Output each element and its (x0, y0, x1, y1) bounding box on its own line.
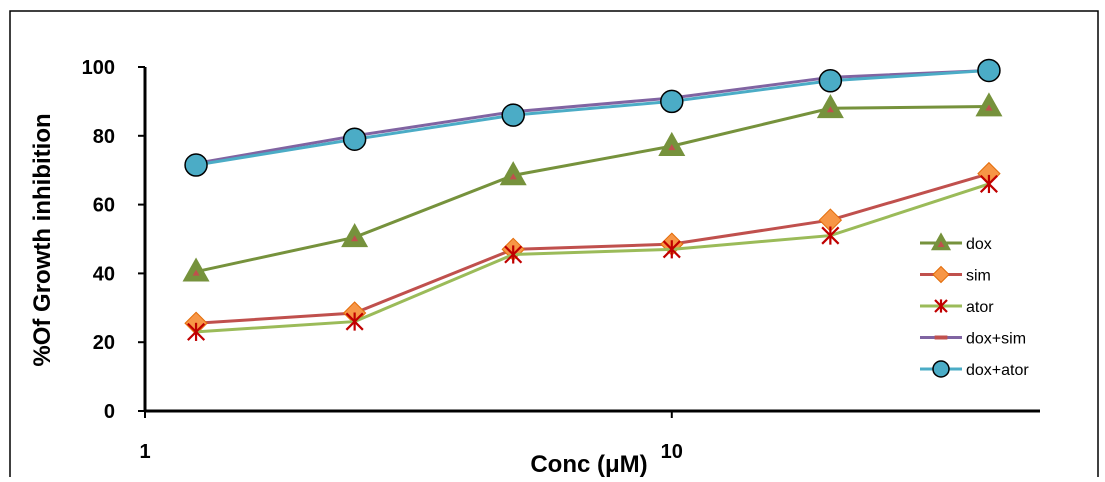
dox-marker-center (351, 235, 359, 242)
dox-ator-marker (184, 153, 208, 177)
y-tick-label: 20 (93, 332, 115, 354)
legend-item-ator: ator (920, 299, 994, 316)
y-tick-label: 100 (82, 57, 115, 79)
series-line-dox-ator (195, 68, 990, 167)
legend-item-dox-sim: dox+sim (920, 331, 1026, 348)
legend: dox sim ator dox+sim dox+ator (920, 232, 1029, 379)
dox-marker-center (668, 144, 676, 151)
y-tick-label: 80 (93, 126, 115, 148)
series-line-dox-sim (195, 68, 990, 165)
series-line-sim (195, 172, 990, 325)
dox-ator-marker (932, 360, 950, 378)
ator-marker (187, 322, 206, 341)
y-tick-label: 60 (93, 195, 115, 217)
legend-label: ator (966, 299, 994, 316)
series-line-dox (195, 105, 989, 274)
ator-marker (979, 174, 998, 194)
dox-marker-center (826, 106, 834, 113)
dox-sim-marker (934, 335, 948, 340)
series-dox-sim (195, 68, 990, 165)
y-tick-label: 0 (104, 401, 115, 423)
legend-item-sim: sim (920, 265, 991, 285)
dox-marker-center (192, 269, 200, 276)
dox-ator-marker (501, 103, 525, 127)
legend-label: dox (966, 236, 992, 253)
series-dox-ator (184, 58, 1001, 177)
dox-marker-center (937, 241, 945, 247)
ator-marker (345, 312, 364, 331)
series-line-ator (195, 182, 990, 334)
dox-ator-marker (818, 69, 843, 93)
plot-area (182, 58, 1003, 341)
legend-label: dox+ator (966, 362, 1029, 379)
x-tick-label: 10 (661, 441, 683, 463)
y-tick-label: 40 (93, 263, 115, 285)
series-ator (187, 174, 998, 341)
ator-marker (504, 245, 523, 264)
legend-item-dox: dox (920, 232, 992, 253)
x-axis-title: Conc (μM) (530, 451, 647, 477)
series-dox (182, 92, 1003, 282)
dox-ator-marker (342, 127, 367, 151)
ator-marker (662, 240, 681, 259)
legend-label: dox+sim (966, 331, 1026, 348)
legend-label: sim (966, 268, 991, 285)
legend-item-dox-ator: dox+ator (920, 360, 1029, 379)
chart-frame (9, 10, 1099, 482)
dox-marker-center (985, 104, 993, 111)
dox-ator-marker (977, 58, 1001, 83)
ator-marker (821, 226, 840, 245)
x-tick-label: 1 (139, 441, 150, 463)
axes: 0 20 40 60 80 100 1 10 (82, 57, 1040, 463)
dox-ator-marker (660, 89, 684, 114)
sim-marker (932, 265, 950, 284)
y-axis-title: %Of Growth inhibition (29, 113, 56, 366)
ator-marker (934, 299, 948, 313)
dox-marker-center (509, 173, 517, 180)
